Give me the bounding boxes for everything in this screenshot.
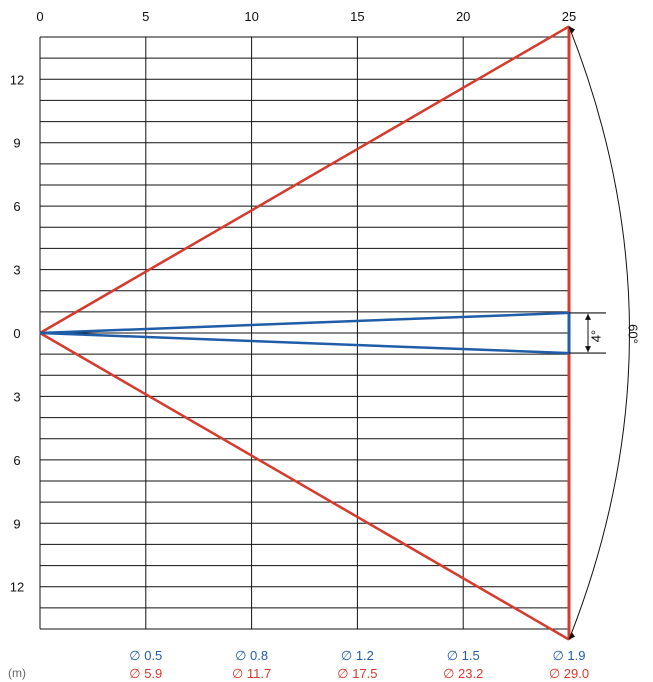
wide-angle-label: 60°: [626, 324, 641, 344]
wide-angle-arrow-bottom: [569, 632, 575, 640]
diameter-narrow-label: ∅ 1.2: [341, 648, 374, 663]
diameter-wide-label: ∅ 5.9: [129, 666, 162, 681]
grid: [39, 36, 570, 630]
diameter-wide-label: ∅ 11.7: [232, 666, 271, 681]
narrow-angle-arrow-down: [585, 346, 591, 353]
diameter-narrow-label: ∅ 0.8: [235, 648, 268, 663]
y-axis-ticks: 12 9 6 3 0 3 6 9 12: [10, 72, 24, 594]
y-tick-label: 9: [13, 516, 20, 531]
x-axis-ticks: 0 5 10 15 20 25: [36, 9, 576, 24]
wide-beam-upper-edge: [39, 25, 570, 335]
diameter-wide-label: ∅ 17.5: [337, 666, 377, 681]
narrow-beam-upper-edge: [39, 311, 570, 335]
y-tick-label: 3: [13, 263, 20, 278]
unit-label: (m): [8, 666, 26, 680]
y-tick-label: 6: [13, 199, 20, 214]
y-tick-label: 12: [10, 72, 24, 87]
narrow-angle-arrow-up: [585, 313, 591, 320]
narrow-angle-label: 4°: [588, 330, 603, 342]
x-tick-label: 25: [562, 9, 576, 24]
diameter-narrow-label: ∅ 1.5: [447, 648, 480, 663]
wide-beam-lower-edge: [39, 331, 570, 641]
diameter-narrow-label: ∅ 1.9: [552, 648, 585, 663]
y-tick-label: 0: [13, 326, 20, 341]
diameter-wide-label: ∅ 23.2: [443, 666, 483, 681]
wide-angle-arc: [568, 26, 630, 640]
wide-angle-arrow-top: [569, 26, 575, 34]
beams: [39, 25, 571, 641]
x-tick-label: 5: [142, 9, 149, 24]
x-tick-label: 0: [36, 9, 43, 24]
diameter-labels: (m) ∅ 0.5 ∅ 5.9 ∅ 0.8 ∅ 11.7 ∅ 1.2 ∅ 17.5 ∅ 1.…: [8, 648, 589, 681]
narrow-beam-lower-edge: [39, 331, 570, 355]
y-tick-label: 12: [10, 580, 24, 595]
annotations: 4° 60°: [568, 26, 641, 640]
y-tick-label: 6: [13, 453, 20, 468]
y-tick-label: 3: [13, 389, 20, 404]
x-tick-label: 10: [244, 9, 258, 24]
diameter-narrow-label: ∅ 0.5: [129, 648, 162, 663]
diameter-wide-label: ∅ 29.0: [549, 666, 589, 681]
x-tick-label: 15: [350, 9, 364, 24]
y-tick-label: 9: [13, 136, 20, 151]
x-tick-label: 20: [456, 9, 470, 24]
